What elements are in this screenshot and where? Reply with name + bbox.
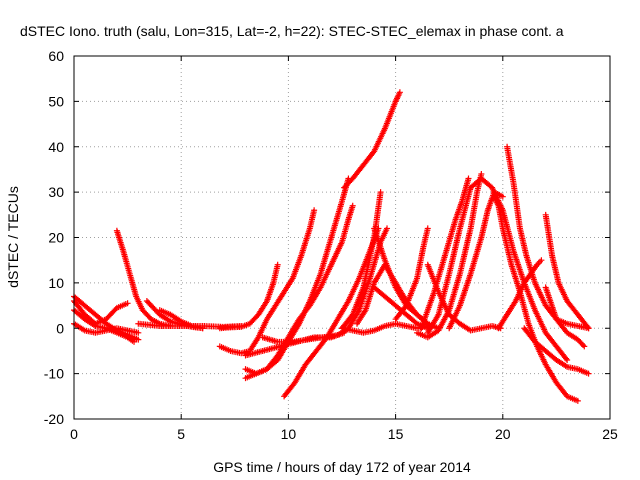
y-tick-label: 40 — [48, 139, 64, 155]
y-tick-label: 10 — [48, 275, 64, 291]
y-tick-label: -10 — [44, 366, 64, 382]
y-tick-label: -20 — [44, 411, 64, 427]
y-tick-label: 30 — [48, 184, 64, 200]
y-tick-label: 0 — [56, 320, 64, 336]
y-axis-label: dSTEC / TECUs — [5, 186, 21, 288]
x-tick-label: 5 — [177, 426, 185, 442]
chart: 0 5 10 15 20 25 -20 -10 0 10 20 30 40 50 60 dSTEC Iono… — [0, 0, 640, 480]
y-tick-label: 50 — [48, 93, 64, 109]
x-tick-label: 20 — [495, 426, 511, 442]
x-tick-label: 0 — [70, 426, 78, 442]
x-axis-label: GPS time / hours of day 172 of year 2014 — [213, 459, 471, 475]
x-tick-label: 15 — [388, 426, 404, 442]
chart-title: dSTEC Iono. truth (salu, Lon=315, Lat=-2… — [20, 23, 564, 39]
x-tick-label: 25 — [602, 426, 618, 442]
y-tick-label: 20 — [48, 230, 64, 246]
y-tick-label: 60 — [48, 48, 64, 64]
x-tick-label: 10 — [281, 426, 297, 442]
